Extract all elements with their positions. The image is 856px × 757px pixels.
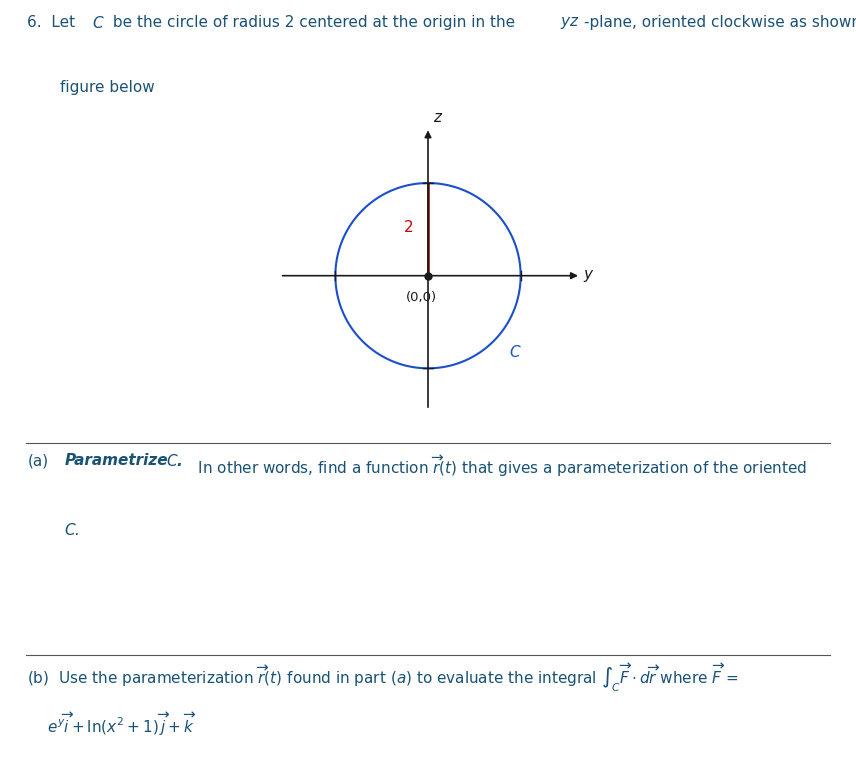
Text: $C$: $C$ (509, 344, 521, 360)
Text: $C$.: $C$. (161, 453, 183, 469)
Text: $yz$: $yz$ (560, 15, 580, 32)
Text: be the circle of radius 2 centered at the origin in the: be the circle of radius 2 centered at th… (108, 15, 520, 30)
Text: $C$.: $C$. (64, 522, 80, 538)
Text: $e^y \overrightarrow{i} + \ln(x^2+1)\, \overrightarrow{j} + \overrightarrow{k}$: $e^y \overrightarrow{i} + \ln(x^2+1)\, \… (47, 710, 197, 737)
Text: $z$: $z$ (432, 110, 443, 125)
Text: 2: 2 (404, 220, 413, 235)
Text: 6.  Let: 6. Let (27, 15, 80, 30)
Text: (0,0): (0,0) (406, 291, 437, 304)
Text: In other words, find a function $\overrightarrow{r}(t)$ that gives a parameteriz: In other words, find a function $\overri… (188, 453, 807, 478)
Text: (a): (a) (27, 453, 49, 469)
Text: (b)  Use the parameterization $\overrightarrow{r}(t)$ found in part $(a)$ to eva: (b) Use the parameterization $\overright… (27, 662, 739, 694)
Text: figure below: figure below (60, 79, 155, 95)
Text: -plane, oriented clockwise as shown in the: -plane, oriented clockwise as shown in t… (584, 15, 856, 30)
Text: $y$: $y$ (583, 268, 595, 284)
Text: $C$: $C$ (92, 15, 105, 32)
Text: Parametrize: Parametrize (64, 453, 168, 469)
